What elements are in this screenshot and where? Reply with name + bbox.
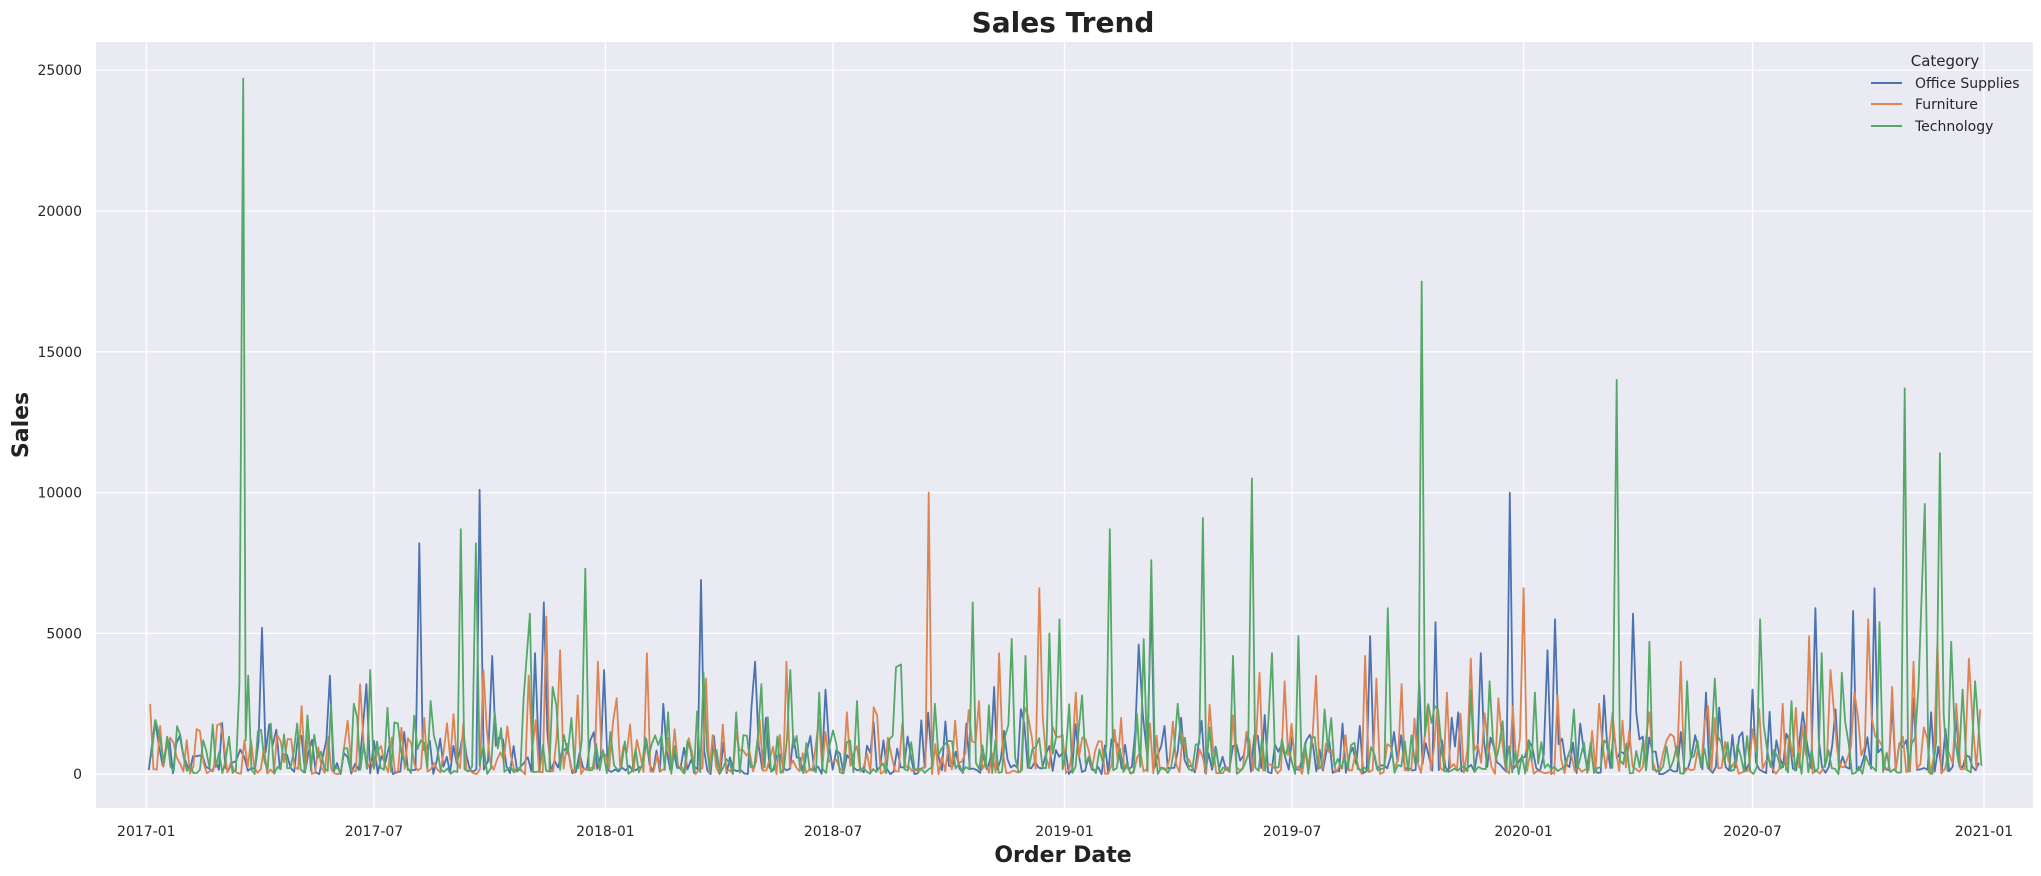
y-axis-label: Sales — [9, 392, 34, 458]
series-line-furniture — [149, 491, 1982, 776]
chart-title: Sales Trend — [972, 6, 1155, 39]
x-tick-label: 2018-07 — [804, 824, 863, 840]
x-tick-label: 2017-01 — [117, 824, 176, 840]
legend-label-furniture: Furniture — [1915, 97, 1978, 113]
x-tick-label: 2020-01 — [1494, 824, 1553, 840]
x-tick-label: 2021-01 — [1955, 824, 2014, 840]
series-line-technology — [150, 77, 1983, 775]
series-lines — [147, 77, 1983, 776]
x-tick-label: 2019-07 — [1263, 824, 1322, 840]
y-tick-label: 5000 — [46, 626, 82, 642]
legend-label-technology: Technology — [1914, 119, 1993, 135]
x-tick-label: 2020-07 — [1723, 824, 1782, 840]
y-tick-label: 15000 — [37, 345, 82, 361]
y-tick-label: 20000 — [37, 204, 82, 220]
legend-title: Category — [1911, 52, 1980, 70]
legend: Category Office Supplies Furniture Techn… — [1871, 52, 2020, 135]
x-tick-label: 2019-01 — [1035, 824, 1094, 840]
x-axis-label: Order Date — [994, 843, 1131, 868]
x-tick-label: 2017-07 — [345, 824, 404, 840]
y-tick-label: 25000 — [37, 63, 82, 79]
tick-labels: 0 5000 10000 15000 20000 25000 2017-01 2017-07 2… — [37, 63, 2013, 840]
gridlines — [96, 42, 2033, 808]
y-tick-label: 10000 — [37, 486, 82, 502]
y-tick-label: 0 — [73, 767, 82, 783]
x-tick-label: 2018-01 — [576, 824, 635, 840]
legend-label-office-supplies: Office Supplies — [1915, 76, 2020, 92]
